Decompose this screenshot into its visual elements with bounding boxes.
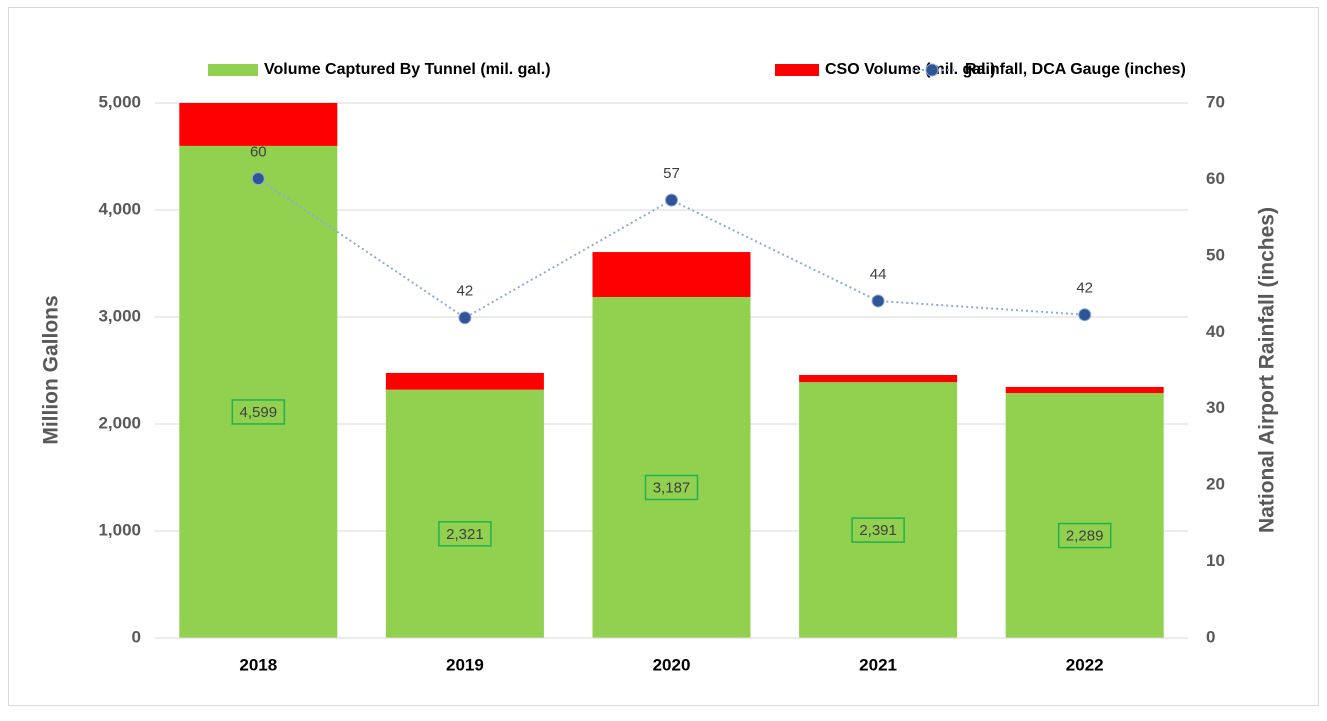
bar-segment — [385, 389, 544, 638]
bar-segment — [1005, 393, 1164, 638]
value-label-box — [231, 399, 286, 425]
legend-label: CSO Volume (mil. gal.) — [825, 61, 995, 78]
legend-swatch — [208, 64, 258, 76]
bar-segment — [592, 296, 751, 638]
value-label-box — [1057, 522, 1112, 549]
legend-label: Volume Captured By Tunnel (mil. gal.) — [264, 61, 551, 78]
line-value-label: 42 — [1076, 280, 1093, 297]
value-label: 2,289 — [1066, 528, 1104, 545]
value-label: 2,321 — [446, 526, 484, 543]
x-tick-label: 2019 — [446, 655, 484, 674]
y2-tick-label: 20 — [1206, 475, 1225, 494]
line-value-label: 60 — [250, 144, 267, 161]
bar-segment — [1005, 386, 1164, 394]
rainfall-marker — [871, 294, 885, 308]
y-tick-label: 5,000 — [98, 92, 141, 111]
rainfall-marker — [251, 172, 265, 186]
y2-tick-label: 70 — [1206, 92, 1225, 111]
y2-tick-label: 60 — [1206, 169, 1225, 188]
y-tick-label: 0 — [132, 627, 141, 646]
rainfall-marker — [1078, 308, 1092, 322]
y-tick-label: 4,000 — [98, 199, 141, 218]
value-label: 3,187 — [653, 479, 691, 496]
y2-tick-label: 30 — [1206, 398, 1225, 417]
y2-tick-label: 40 — [1206, 322, 1225, 341]
legend-marker — [925, 63, 939, 77]
value-label-box — [438, 521, 492, 547]
value-label: 4,599 — [240, 404, 278, 421]
value-label: 2,391 — [859, 522, 897, 539]
y2-axis-label: National Airport Rainfall (inches) — [1256, 207, 1279, 533]
line-value-label: 44 — [870, 266, 887, 283]
bar-segment — [592, 252, 751, 297]
bar-segment — [799, 374, 958, 383]
bar-segment — [179, 145, 338, 639]
y2-tick-label: 10 — [1206, 551, 1225, 570]
bar-segment — [385, 372, 544, 390]
y2-tick-label: 0 — [1206, 627, 1215, 646]
y2-tick-label: 50 — [1206, 245, 1225, 264]
legend-label: Rainfall, DCA Gauge (inches) — [965, 61, 1186, 78]
y-axis-label: Million Gallons — [40, 295, 63, 444]
bar-segment — [799, 382, 958, 638]
line-value-label: 57 — [663, 165, 680, 182]
value-label-box — [644, 474, 699, 501]
x-tick-label: 2021 — [859, 655, 897, 674]
bar-segment — [179, 103, 338, 146]
x-tick-label: 2022 — [1066, 655, 1104, 674]
y-tick-label: 3,000 — [98, 306, 141, 325]
rainfall-marker — [665, 193, 678, 207]
x-tick-label: 2018 — [239, 655, 277, 674]
legend-swatch — [775, 64, 819, 76]
value-label-box — [851, 517, 905, 543]
line-value-label: 42 — [457, 283, 474, 300]
x-tick-label: 2020 — [653, 655, 691, 674]
rainfall-marker — [458, 311, 472, 325]
y-tick-label: 1,000 — [98, 520, 141, 539]
y-tick-label: 2,000 — [98, 413, 141, 432]
